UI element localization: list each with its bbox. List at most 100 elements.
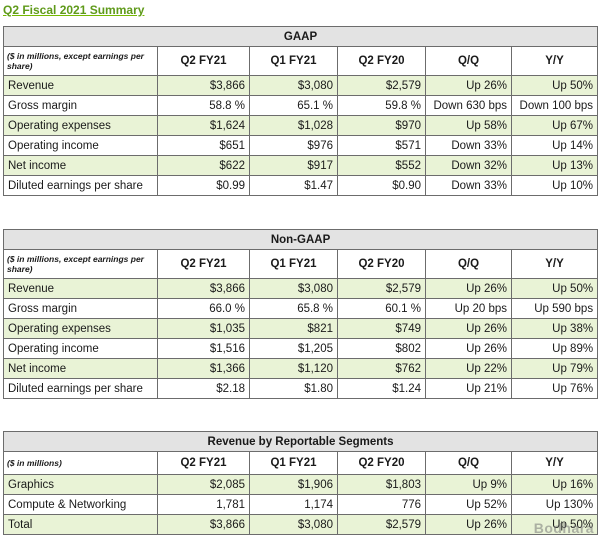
- table-cell: 1,174: [249, 494, 338, 515]
- table-cell: $2,579: [337, 278, 426, 299]
- column-header: Q2 FY20: [337, 451, 426, 475]
- table-row: Gross margin 66.0 % 65.8 % 60.1 % Up 20 …: [3, 298, 599, 319]
- column-header: Q2 FY21: [157, 249, 250, 279]
- row-label: Graphics: [3, 474, 158, 495]
- table-cell: 66.0 %: [157, 298, 250, 319]
- table-cell: 59.8 %: [337, 95, 426, 116]
- table-cell: Up 20 bps: [425, 298, 512, 319]
- table-cell: Down 33%: [425, 135, 512, 156]
- table-cell: $0.99: [157, 175, 250, 196]
- table-title-row: GAAP: [2, 26, 599, 47]
- table-cell: $571: [337, 135, 426, 156]
- table-row: Operating expenses $1,624 $1,028 $970 Up…: [3, 115, 599, 136]
- row-label: Compute & Networking: [3, 494, 158, 515]
- table-cell: $552: [337, 155, 426, 176]
- column-header: Q/Q: [425, 451, 512, 475]
- table-cell: 65.1 %: [249, 95, 338, 116]
- column-header: Q2 FY21: [157, 451, 250, 475]
- table-header-row: ($ in millions) Q2 FY21 Q1 FY21 Q2 FY20 …: [3, 451, 599, 475]
- table-cell: $749: [337, 318, 426, 339]
- table-cell: $651: [157, 135, 250, 156]
- table-cell: Up 26%: [425, 278, 512, 299]
- table-row: Operating expenses $1,035 $821 $749 Up 2…: [3, 318, 599, 339]
- column-header: Q2 FY20: [337, 249, 426, 279]
- watermark: Bodhara: [533, 520, 594, 536]
- table-cell: $2,579: [337, 75, 426, 96]
- table-cell: 1,781: [157, 494, 250, 515]
- row-label: Diluted earnings per share: [3, 378, 158, 399]
- table-cell: Up 130%: [510, 494, 599, 515]
- table-cell: $3,080: [249, 514, 338, 535]
- table-cell: $0.90: [337, 175, 426, 196]
- table-cell: 58.8 %: [157, 95, 250, 116]
- table-cell: $1.80: [249, 378, 338, 399]
- table-row: Diluted earnings per share $0.99 $1.47 $…: [3, 175, 599, 196]
- table-cell: $1,803: [337, 474, 426, 495]
- table-title: GAAP: [2, 26, 599, 47]
- table-row: Operating income $1,516 $1,205 $802 Up 2…: [3, 338, 599, 359]
- table-cell: $2,085: [157, 474, 250, 495]
- table-cell: $2.18: [157, 378, 250, 399]
- row-label: Gross margin: [3, 95, 158, 116]
- table-cell: $1,035: [157, 318, 250, 339]
- row-label: Operating income: [3, 338, 158, 359]
- page-title: Q2 Fiscal 2021 Summary: [3, 3, 145, 17]
- row-label: Revenue: [3, 75, 158, 96]
- table-cell: Down 33%: [425, 175, 512, 196]
- table-cell: $762: [337, 358, 426, 379]
- table-cell: $1,906: [249, 474, 338, 495]
- table-cell: Up 590 bps: [510, 298, 599, 319]
- table-cell: $622: [157, 155, 250, 176]
- table-cell: $1,624: [157, 115, 250, 136]
- table-row: Compute & Networking 1,781 1,174 776 Up …: [3, 494, 599, 515]
- table-cell: 60.1 %: [337, 298, 426, 319]
- row-label: Net income: [3, 155, 158, 176]
- table-row: Diluted earnings per share $2.18 $1.80 $…: [3, 378, 599, 399]
- table-title: Revenue by Reportable Segments: [2, 431, 599, 452]
- row-label: Operating expenses: [3, 115, 158, 136]
- table-cell: Up 14%: [510, 135, 599, 156]
- table-cell: Up 26%: [425, 318, 512, 339]
- table-row: Net income $622 $917 $552 Down 32% Up 13…: [3, 155, 599, 176]
- table-cell: Up 50%: [510, 278, 599, 299]
- table-cell: 65.8 %: [249, 298, 338, 319]
- table-header-row: ($ in millions, except earnings per shar…: [3, 46, 599, 76]
- table-cell: Down 32%: [425, 155, 512, 176]
- table-row: Gross margin 58.8 % 65.1 % 59.8 % Down 6…: [3, 95, 599, 116]
- row-label: Revenue: [3, 278, 158, 299]
- column-header: Q/Q: [425, 46, 512, 76]
- table-title: Non-GAAP: [2, 229, 599, 250]
- table-cell: $802: [337, 338, 426, 359]
- table-cell: $917: [249, 155, 338, 176]
- table-cell: $1,028: [249, 115, 338, 136]
- table-cell: $3,080: [249, 75, 338, 96]
- row-label: Diluted earnings per share: [3, 175, 158, 196]
- row-label: Total: [3, 514, 158, 535]
- column-header: Q/Q: [425, 249, 512, 279]
- column-header: Q1 FY21: [249, 451, 338, 475]
- table-row: Revenue $3,866 $3,080 $2,579 Up 26% Up 5…: [3, 278, 599, 299]
- table-title-row: Revenue by Reportable Segments: [2, 431, 599, 452]
- table-cell: Down 630 bps: [425, 95, 512, 116]
- table-cell: Up 10%: [510, 175, 599, 196]
- table-cell: Up 21%: [425, 378, 512, 399]
- table-cell: Up 13%: [510, 155, 599, 176]
- table-cell: $970: [337, 115, 426, 136]
- unit-note: ($ in millions, except earnings per shar…: [3, 46, 158, 76]
- table-cell: 776: [337, 494, 426, 515]
- table-row: Total $3,866 $3,080 $2,579 Up 26% Up 50%: [3, 514, 599, 535]
- table-cell: Up 16%: [510, 474, 599, 495]
- unit-note: ($ in millions): [3, 451, 158, 475]
- segments-table: Revenue by Reportable Segments ($ in mil…: [2, 431, 599, 535]
- table-cell: Up 22%: [425, 358, 512, 379]
- table-row: Operating income $651 $976 $571 Down 33%…: [3, 135, 599, 156]
- table-row: Revenue $3,866 $3,080 $2,579 Up 26% Up 5…: [3, 75, 599, 96]
- table-cell: $1,366: [157, 358, 250, 379]
- table-row: Net income $1,366 $1,120 $762 Up 22% Up …: [3, 358, 599, 379]
- table-header-row: ($ in millions, except earnings per shar…: [3, 249, 599, 279]
- column-header: Y/Y: [510, 249, 599, 279]
- table-cell: Up 50%: [510, 514, 599, 535]
- unit-note: ($ in millions, except earnings per shar…: [3, 249, 158, 279]
- gaap-table: GAAP ($ in millions, except earnings per…: [2, 26, 599, 196]
- table-cell: Up 38%: [510, 318, 599, 339]
